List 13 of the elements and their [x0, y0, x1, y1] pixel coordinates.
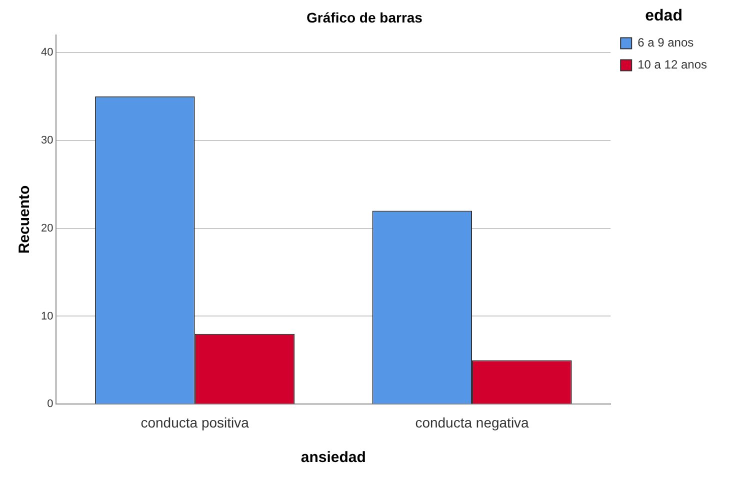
x-tick-label: conducta positiva [140, 414, 250, 430]
x-tick-label: conducta negativa [415, 414, 530, 430]
y-tick-label: 0 [47, 398, 54, 410]
y-tick-label: 10 [40, 310, 54, 322]
legend-label: 10 a 12 anos [638, 58, 708, 72]
y-tick-label: 20 [40, 222, 54, 234]
legend-label: 6 a 9 anos [638, 36, 694, 50]
chart-title: Gráfico de barras [306, 9, 423, 26]
legend-title: edad [645, 7, 682, 24]
y-tick-label: 30 [40, 134, 54, 146]
x-axis-title: ansiedad [300, 449, 366, 466]
y-axis-title: Recuento [16, 185, 34, 254]
y-tick-label: 40 [40, 46, 54, 58]
